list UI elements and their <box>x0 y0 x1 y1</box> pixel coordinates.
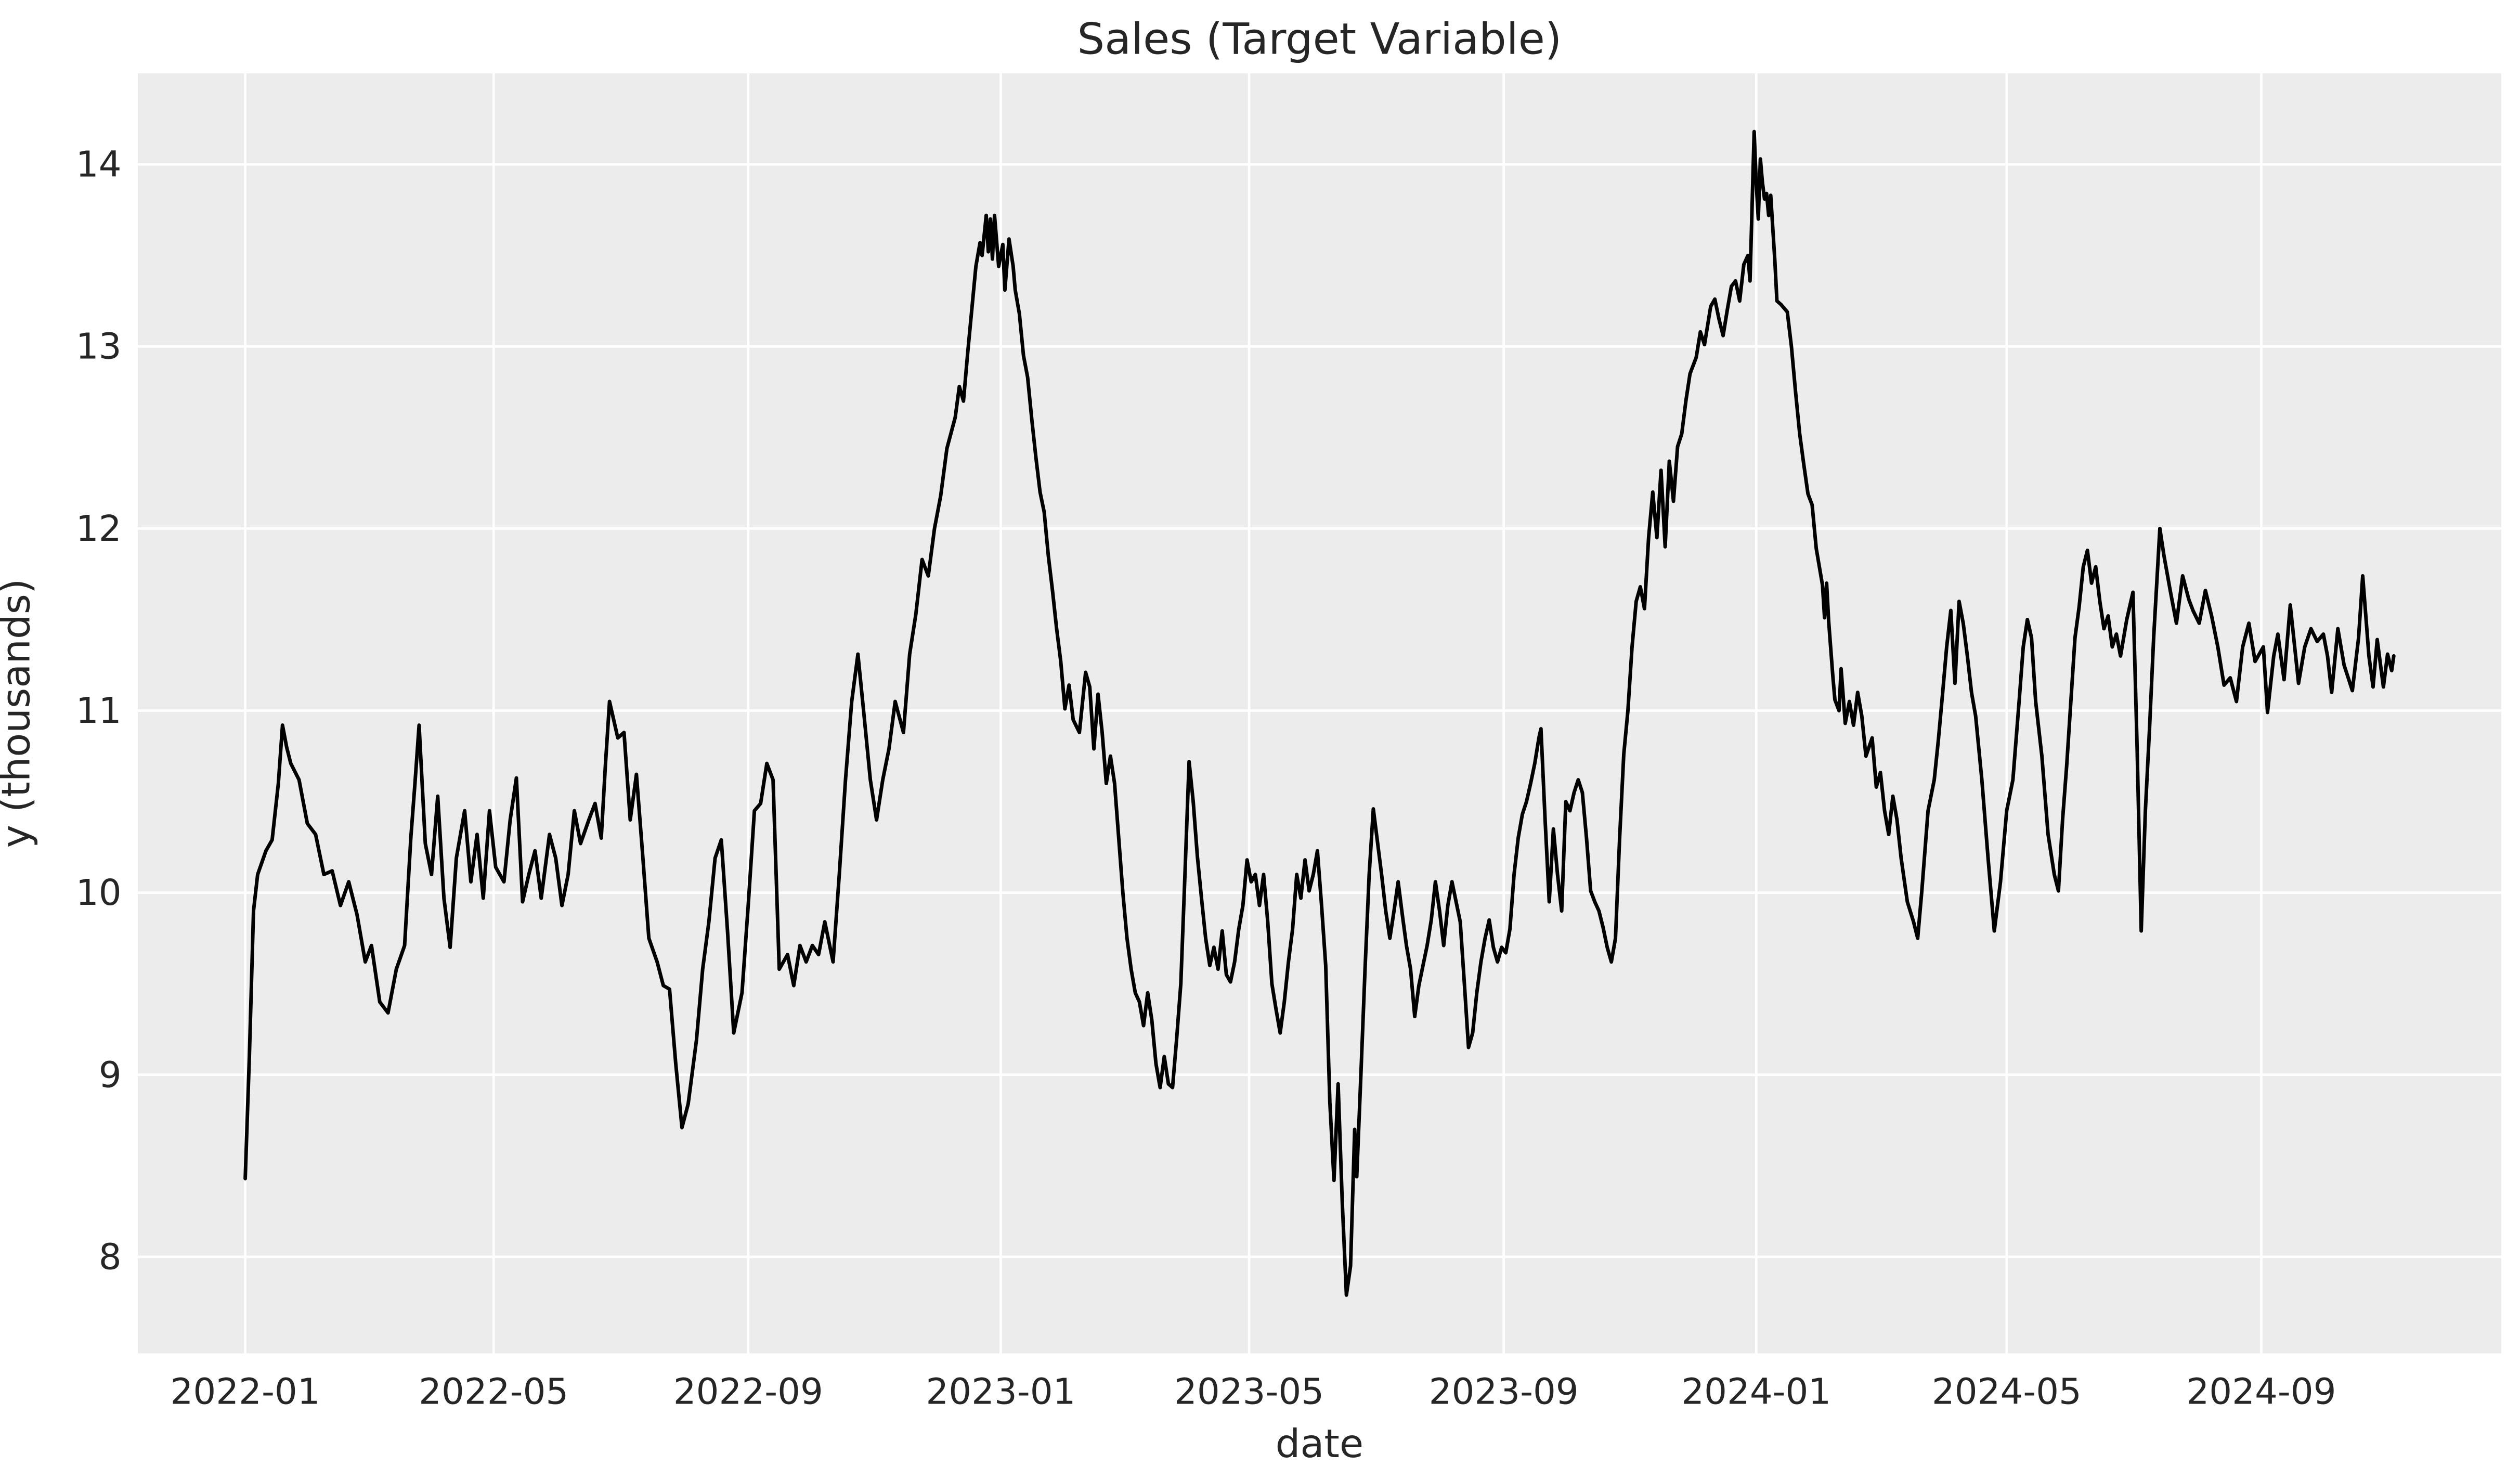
sales-series-path <box>243 129 2396 1297</box>
plot-area <box>137 73 2501 1354</box>
y-tick-label: 12 <box>76 508 122 550</box>
gridlines <box>137 73 2501 1354</box>
x-tick-label: 2023-01 <box>926 1371 1075 1413</box>
series-line <box>243 129 2396 1297</box>
axis-tick-labels: 2022-01 2022-05 2022-09 2023-01 2023-05 2023-… <box>76 144 2336 1413</box>
y-tick-label: 8 <box>99 1236 122 1278</box>
x-tick-label: 2023-05 <box>1174 1371 1324 1413</box>
x-tick-label: 2023-09 <box>1429 1371 1579 1413</box>
chart-title: Sales (Target Variable) <box>1077 14 1562 64</box>
x-tick-label: 2022-09 <box>673 1371 823 1413</box>
y-axis-label: y (thousands) <box>0 579 39 848</box>
x-tick-label: 2024-05 <box>1932 1371 2082 1413</box>
x-tick-label: 2024-09 <box>2186 1371 2336 1413</box>
x-tick-label: 2022-05 <box>419 1371 568 1413</box>
y-tick-label: 14 <box>76 144 122 186</box>
x-tick-label: 2022-01 <box>171 1371 320 1413</box>
y-tick-label: 13 <box>76 326 122 368</box>
x-axis-label: date <box>1276 1421 1364 1466</box>
y-tick-label: 9 <box>99 1054 122 1096</box>
y-tick-label: 10 <box>76 872 122 914</box>
x-tick-label: 2024-01 <box>1681 1371 1831 1413</box>
y-tick-label: 11 <box>76 690 122 732</box>
